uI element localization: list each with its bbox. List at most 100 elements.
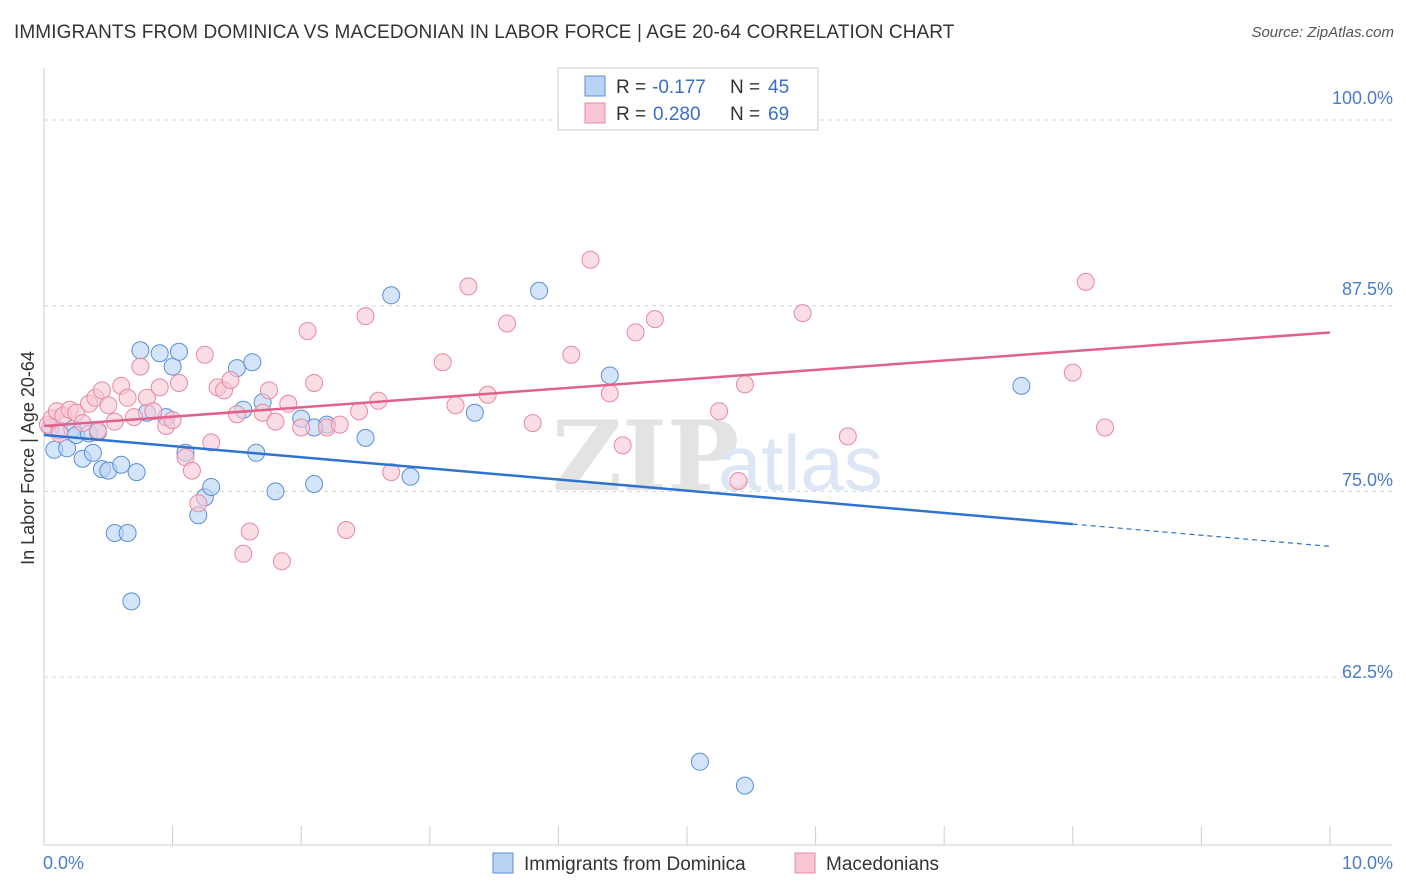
macedonian-point-58: [600, 384, 619, 403]
macedonian-point-66: [838, 427, 857, 446]
dominica-point-31: [266, 482, 285, 501]
dominica-point-45: [122, 592, 141, 611]
axis-layer: [43, 68, 1392, 846]
macedonian-point-37: [266, 412, 285, 431]
dominica-point-14: [118, 524, 137, 542]
dominica-point-33: [305, 475, 324, 493]
y-axis-label: In Labor Force | Age 20-64: [18, 351, 38, 565]
y-tick-label-87-5: 87.5%: [1342, 279, 1393, 299]
macedonian-point-41: [298, 322, 317, 340]
macedonian-point-63: [729, 472, 748, 490]
bottom-legend-swatch-blue: [492, 852, 514, 874]
macedonian-point-44: [330, 415, 349, 434]
macedonian-point-56: [562, 345, 581, 364]
macedonian-point-17: [131, 357, 150, 376]
dominica-point-18: [150, 344, 169, 363]
macedonian-point-45: [337, 521, 356, 539]
macedonian-point-49: [382, 463, 401, 482]
macedonian-point-40: [292, 418, 311, 437]
macedonian-point-26: [189, 494, 208, 513]
trend-layer: [43, 331, 1331, 547]
bottom-legend-label-blue: Immigrants from Dominica: [524, 854, 746, 875]
macedonian-point-38: [272, 552, 291, 571]
bottom-legend-swatch-pink: [794, 852, 816, 874]
macedonian-point-34: [240, 522, 259, 541]
legend-n-value-blue: 45: [768, 77, 789, 98]
macedonian-point-46: [350, 402, 369, 421]
dominica-point-25: [202, 478, 221, 496]
chart-title: IMMIGRANTS FROM DOMINICA VS MACEDONIAN I…: [14, 22, 955, 43]
legend-n-value-pink: 69: [768, 104, 789, 125]
macedonian-point-64: [735, 375, 754, 394]
macedonian-point-19: [144, 402, 163, 421]
macedonian-point-15: [118, 388, 137, 407]
dominica-point-44: [1012, 376, 1031, 395]
macedonian-point-16: [125, 408, 143, 427]
legend-swatch-pink: [584, 102, 606, 124]
macedonian-point-62: [710, 402, 729, 421]
dominica-point-28: [243, 353, 262, 372]
macedonian-point-10: [89, 421, 107, 440]
macedonian-point-31: [221, 371, 240, 389]
watermark-zip: ZIP: [552, 400, 739, 513]
dominica-point-3: [58, 439, 77, 458]
macedonian-trend-line: [43, 331, 1331, 428]
macedonian-point-55: [523, 414, 542, 433]
dominica-point-41: [690, 752, 709, 771]
bottom-legend: Immigrants from Dominica Macedonians: [492, 852, 939, 875]
legend-r-label-pink: R =: [616, 104, 646, 125]
macedonian-point-3: [50, 424, 69, 443]
dominica-point-37: [382, 286, 401, 305]
dominica-point-38: [401, 467, 420, 486]
macedonian-point-22: [163, 411, 182, 430]
y-tick-label-100: 100.0%: [1332, 88, 1393, 108]
macedonian-point-42: [305, 374, 324, 392]
y-tick-label-75: 75.0%: [1342, 470, 1393, 490]
dominica-point-36: [356, 428, 375, 447]
dominica-point-40: [530, 281, 549, 300]
macedonian-point-32: [227, 405, 246, 424]
macedonian-point-54: [498, 314, 516, 333]
x-tick-label-0: 0.0%: [43, 853, 84, 873]
dominica-point-21: [170, 342, 188, 361]
legend-swatch-blue: [584, 75, 606, 97]
macedonian-point-57: [581, 250, 600, 269]
watermark-atlas: atlas: [718, 419, 883, 507]
x-tick-label-10: 10.0%: [1342, 853, 1393, 873]
macedonian-point-27: [195, 345, 214, 364]
y-tick-label-62-5: 62.5%: [1342, 662, 1393, 682]
legend-r-label-blue: R =: [616, 77, 646, 98]
dominica-point-13: [112, 455, 131, 474]
dominica-trend-line-extension: [1072, 523, 1331, 547]
macedonian-point-52: [459, 277, 478, 296]
macedonian-point-33: [234, 544, 253, 563]
chart-source: Source: ZipAtlas.com: [1251, 24, 1394, 41]
macedonian-point-35: [253, 403, 272, 422]
macedonian-point-68: [1076, 272, 1095, 291]
macedonian-point-25: [182, 461, 201, 480]
macedonian-point-47: [356, 307, 375, 326]
macedonian-point-23: [170, 374, 188, 392]
macedonian-point-67: [1063, 363, 1082, 382]
bottom-legend-label-pink: Macedonians: [826, 854, 939, 875]
macedonian-point-59: [613, 436, 632, 455]
dominica-point-8: [83, 443, 102, 462]
grid-layer: [44, 119, 1392, 678]
dominica-trend-line: [43, 433, 1073, 526]
macedonian-point-36: [260, 381, 278, 400]
macedonian-point-69: [1096, 418, 1114, 437]
macedonian-point-61: [645, 310, 664, 329]
dominica-point-16: [131, 341, 150, 360]
macedonian-point-12: [99, 396, 118, 415]
macedonian-point-65: [793, 304, 812, 323]
legend: R = -0.177 N = 45 R = 0.280 N = 69: [557, 67, 819, 131]
dominica-point-43: [600, 366, 619, 385]
macedonian-point-20: [150, 378, 169, 397]
legend-r-value-pink: 0.280: [653, 104, 701, 125]
macedonian-point-60: [626, 323, 645, 342]
dominica-point-42: [735, 776, 754, 795]
macedonian-point-51: [446, 396, 465, 415]
dominica-point-39: [465, 403, 484, 422]
points-layer: [38, 250, 1114, 795]
